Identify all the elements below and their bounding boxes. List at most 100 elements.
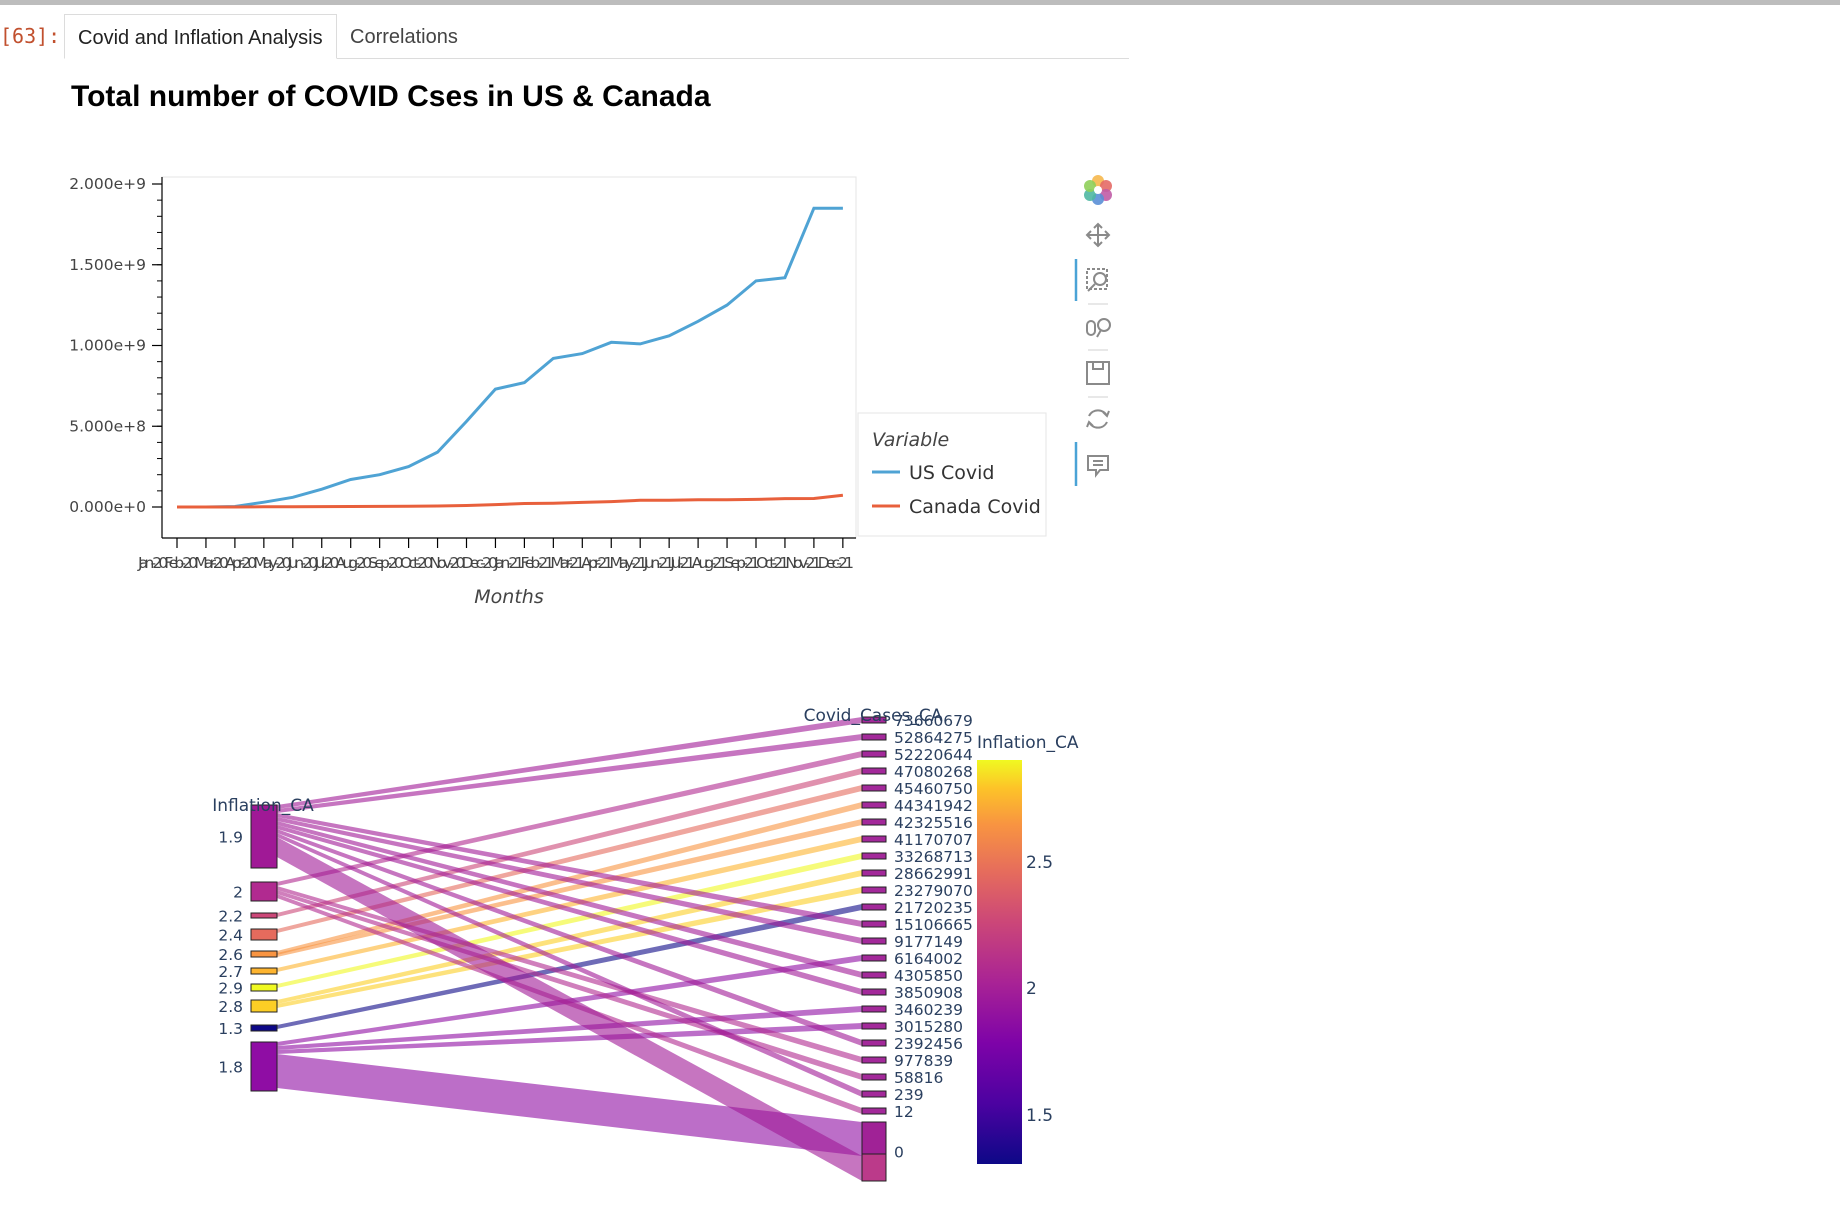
category-link[interactable]: [277, 829, 862, 1046]
right-category-bar[interactable]: [861, 1022, 887, 1030]
right-category-label: 3015280: [894, 1018, 963, 1036]
right-category-bar[interactable]: [861, 886, 887, 894]
right-category-bar[interactable]: [861, 835, 887, 843]
legend-title: Variable: [872, 429, 949, 451]
bokeh-logo-icon[interactable]: [1084, 175, 1112, 205]
line-chart[interactable]: 0.000e+0 5.000e+8 1.000e+9 1.500e+9 2.000e+9…: [69, 175, 1112, 608]
left-category-label: 2.2: [218, 908, 243, 926]
wheel-zoom-icon[interactable]: [1086, 318, 1111, 338]
category-link[interactable]: [277, 1054, 862, 1156]
left-category-bar[interactable]: [250, 881, 278, 902]
colorbar-tick: 2: [1026, 979, 1037, 999]
left-category-bar[interactable]: [250, 804, 278, 869]
right-category-label: 45460750: [894, 780, 973, 798]
right-category-bar[interactable]: [861, 1107, 887, 1115]
category-link[interactable]: [277, 821, 862, 978]
category-link[interactable]: [277, 887, 862, 1008]
left-category-bar[interactable]: [250, 950, 278, 958]
reset-icon[interactable]: [1086, 409, 1110, 429]
right-category-bar[interactable]: [861, 1073, 887, 1081]
right-category-label: 28662991: [894, 865, 973, 883]
right-category-label: 33268713: [894, 848, 973, 866]
save-icon[interactable]: [1086, 361, 1110, 385]
category-link[interactable]: [277, 825, 862, 995]
right-category-bar[interactable]: [861, 716, 887, 724]
right-category-label: 41170707: [894, 831, 973, 849]
x-tick-labels: Jan-20Feb-20Mar-20Apr-20May-20Jun-20Jul-…: [137, 554, 854, 572]
left-category-label: 2.4: [218, 927, 243, 945]
category-link[interactable]: [277, 734, 862, 813]
right-category-label: 4305850: [894, 967, 963, 985]
right-category-label: 15106665: [894, 916, 973, 934]
notebook-top-border: [0, 0, 1840, 5]
left-category-bar[interactable]: [250, 999, 278, 1013]
y-tick-label: 2.000e+9: [69, 175, 146, 193]
right-category-bar[interactable]: [861, 1005, 887, 1013]
category-link[interactable]: [277, 837, 862, 1181]
left-category-label: 2.8: [218, 998, 243, 1016]
hover-icon[interactable]: [1087, 455, 1109, 478]
right-category-label: 42325516: [894, 814, 973, 832]
plot-toolbar: [1074, 175, 1112, 486]
right-category-label: 21720235: [894, 899, 973, 917]
series-line-canada-covid[interactable]: [177, 493, 844, 509]
left-category-label: 2.6: [218, 946, 243, 964]
left-category-bar[interactable]: [250, 928, 278, 941]
right-category-bar[interactable]: [861, 750, 887, 758]
right-category-bar[interactable]: [861, 1090, 887, 1098]
tab-correlations[interactable]: Correlations: [350, 26, 458, 48]
right-axis-title: Covid_Cases_CA: [804, 706, 943, 726]
left-category-bar[interactable]: [250, 983, 278, 992]
category-link[interactable]: [277, 717, 862, 809]
pan-icon[interactable]: [1085, 222, 1111, 248]
colorbar-tick: 2.5: [1026, 853, 1053, 873]
category-link[interactable]: [277, 785, 862, 933]
right-category-bar[interactable]: [861, 869, 887, 877]
left-category-bar[interactable]: [250, 1024, 278, 1032]
left-category-label: 2: [233, 884, 243, 902]
legend-entry-us-covid[interactable]: US Covid: [909, 462, 994, 484]
right-category-label: 9177149: [894, 933, 963, 951]
colorbar-title: Inflation_CA: [977, 733, 1079, 753]
right-category-label: 73660679: [894, 712, 973, 730]
right-category-label: 44341942: [894, 797, 973, 815]
right-category-bar[interactable]: [861, 767, 887, 775]
right-category-bar[interactable]: [861, 1056, 887, 1064]
right-category-bar[interactable]: [861, 818, 887, 826]
left-category-bar[interactable]: [250, 912, 278, 919]
category-link[interactable]: [277, 886, 862, 1063]
category-link[interactable]: [277, 813, 862, 927]
right-category-bar[interactable]: [861, 733, 887, 741]
tab-bar: Covid and Inflation Analysis Correlation…: [64, 14, 1129, 59]
category-link[interactable]: [277, 853, 862, 988]
right-category-label: 977839: [894, 1052, 953, 1070]
right-category-bar[interactable]: [861, 971, 887, 979]
left-category-bar[interactable]: [250, 1041, 278, 1092]
y-tick-label: 5.000e+8: [69, 417, 146, 435]
left-category-bar[interactable]: [250, 967, 278, 975]
right-category-bar[interactable]: [861, 1039, 887, 1047]
right-category-label: 0: [894, 1144, 904, 1162]
right-category-bar[interactable]: [861, 852, 887, 860]
right-category-bar[interactable]: [861, 801, 887, 809]
right-category-bar[interactable]: [861, 937, 887, 945]
left-category-label: 1.9: [218, 829, 243, 847]
right-category-bar[interactable]: [861, 784, 887, 792]
box-zoom-icon[interactable]: [1086, 268, 1108, 292]
series-line-us-covid[interactable]: [177, 206, 843, 509]
right-category-bar[interactable]: [861, 988, 887, 996]
tab-covid-inflation-analysis[interactable]: Covid and Inflation Analysis: [64, 14, 337, 59]
legend-entry-canada-covid[interactable]: Canada Covid: [909, 496, 1041, 518]
right-category-label: 52220644: [894, 746, 973, 764]
category-link[interactable]: [277, 751, 862, 886]
right-category-bar[interactable]: [861, 920, 887, 928]
parallel-categories-chart[interactable]: 1.9 2 2.22.42.62.72.92.8 1.3 1.8 73660679528…: [212, 706, 1079, 1182]
category-link[interactable]: [277, 817, 862, 944]
right-category-bar[interactable]: [861, 954, 887, 962]
right-category-bar[interactable]: [861, 903, 887, 911]
left-axis-title: Inflation_CA: [212, 796, 314, 816]
category-link[interactable]: [277, 833, 862, 1097]
right-category-bar-segment: [861, 1153, 887, 1182]
category-link[interactable]: [277, 768, 862, 917]
left-category-label: 2.7: [218, 963, 243, 981]
